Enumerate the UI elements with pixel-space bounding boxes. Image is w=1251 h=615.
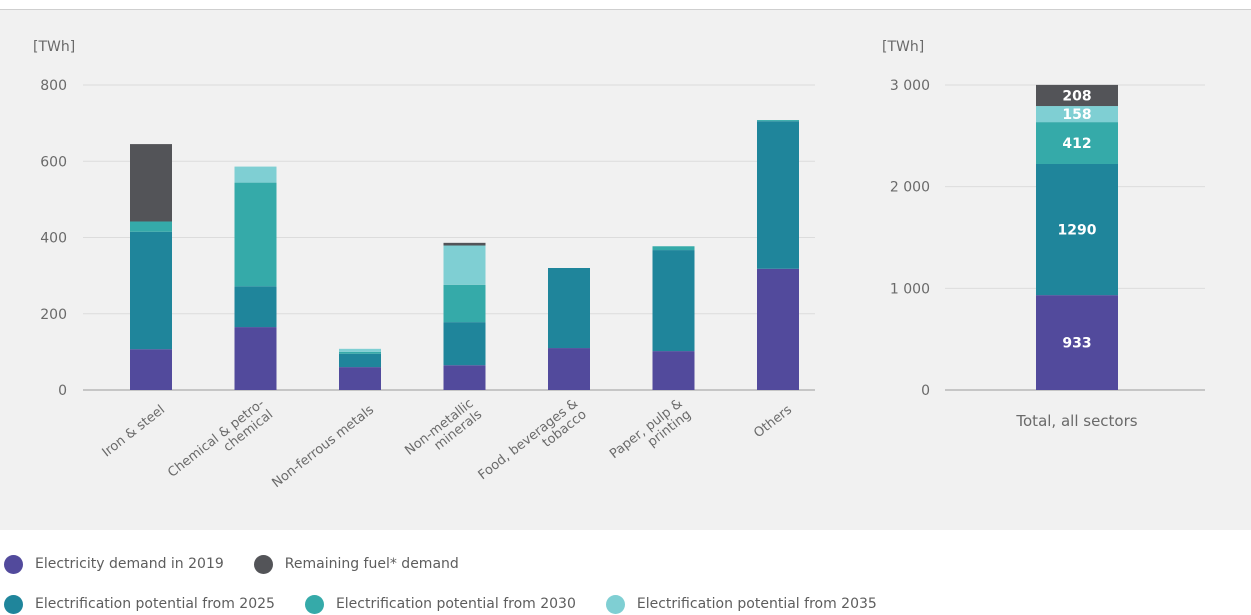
y-tick-label: 0 (58, 383, 67, 399)
category-label: Iron & steel (100, 402, 168, 460)
bar-segment-elec-2030 (443, 284, 486, 323)
legend-row-1: Electricity demand in 2019 Remaining fue… (4, 553, 489, 575)
y-tick-label: 0 (921, 383, 930, 399)
legend-label: Electrification potential from 2035 (636, 596, 877, 612)
legend-label: Remaining fuel* demand (284, 556, 459, 572)
category-label-line: Iron & steel (100, 402, 168, 460)
y-tick-label: 1 000 (890, 281, 930, 297)
bar-segment-elec-2025 (130, 231, 172, 350)
bar-segment-electricity-2019 (1036, 295, 1118, 390)
category-label: Others (751, 402, 795, 441)
y-axis-unit-label: [TWh] (33, 39, 75, 55)
legend-item-elec-2035: Electrification potential from 2035 (605, 594, 877, 614)
bar-segment-electricity-2019 (757, 268, 799, 390)
y-tick-label: 3 000 (890, 78, 930, 94)
y-axis-unit-label: [TWh] (882, 39, 924, 55)
legend-item-elec-2030: Electrification potential from 2030 (304, 594, 576, 614)
category-label: Non-metallicminerals (402, 396, 485, 470)
bar-segment-elec-2025 (1036, 163, 1118, 296)
category-label-line: Food, beverages & (476, 396, 581, 483)
legend-label: Electricity demand in 2019 (35, 556, 224, 572)
bar-segment-elec-2035 (443, 245, 486, 285)
category-label: Total, all sectors (1015, 412, 1137, 430)
bar-segment-elec-2030 (339, 351, 381, 354)
category-label: Non-ferrous metals (270, 402, 378, 491)
bar-segment-electricity-2019 (652, 351, 695, 390)
category-label: Paper, pulp &printing (607, 396, 694, 473)
data-label: 158 (1062, 107, 1091, 123)
legend-swatch-elec-2030 (304, 594, 324, 614)
legend-item-remaining-fuel: Remaining fuel* demand (253, 554, 459, 574)
category-label: Chemical & petro-chemical (165, 396, 276, 492)
category-label-line: Non-ferrous metals (270, 402, 378, 491)
bar-segment-elec-2030 (234, 182, 277, 287)
y-tick-label: 400 (40, 231, 67, 247)
legend-swatch-remaining-fuel (253, 554, 273, 574)
bar-segment-electricity-2019 (339, 367, 381, 390)
bar-segment-elec-2030 (130, 221, 172, 232)
bar-segment-remaining-fuel (443, 242, 486, 246)
bar-segment-remaining-fuel (1036, 84, 1118, 107)
bar-segment-elec-2030 (652, 246, 695, 251)
legend-item-elec-2025: Electrification potential from 2025 (4, 594, 275, 614)
bar-segment-elec-2030 (757, 120, 799, 122)
bar-segment-electricity-2019 (443, 365, 486, 390)
legend-row-2: Electrification potential from 2025 Elec… (4, 593, 907, 615)
y-tick-label: 800 (40, 78, 67, 94)
data-label: 208 (1062, 88, 1091, 104)
bar-segment-electricity-2019 (548, 348, 590, 390)
y-tick-label: 600 (40, 154, 67, 170)
legend-swatch-elec-2025 (4, 594, 23, 614)
legend-swatch-electricity-2019 (4, 554, 23, 574)
bar-segment-elec-2025 (548, 268, 590, 349)
legend-label: Electrification potential from 2025 (35, 596, 275, 612)
bar-segment-remaining-fuel (130, 144, 172, 222)
bar-segment-elec-2035 (234, 166, 277, 183)
bar-segment-electricity-2019 (234, 327, 277, 390)
category-label-line: Others (751, 402, 795, 441)
bar-segment-elec-2025 (339, 353, 381, 368)
bar-segment-electricity-2019 (130, 349, 172, 390)
bar-segment-elec-2025 (234, 286, 277, 328)
bar-segment-elec-2035 (339, 348, 381, 352)
category-label-line: Chemical & petro- (165, 396, 267, 481)
data-label: 412 (1062, 136, 1091, 152)
y-tick-label: 200 (40, 307, 67, 323)
bar-segment-elec-2025 (443, 322, 486, 366)
legend-label: Electrification potential from 2030 (335, 596, 576, 612)
data-label: 933 (1062, 336, 1091, 352)
legend-item-electricity-2019: Electricity demand in 2019 (4, 554, 224, 574)
legend: Electricity demand in 2019 Remaining fue… (0, 553, 1251, 615)
bar-segment-elec-2025 (652, 250, 695, 352)
y-tick-label: 2 000 (890, 180, 930, 196)
bar-segment-elec-2030 (1036, 122, 1118, 164)
bar-segment-elec-2025 (757, 121, 799, 269)
bar-segment-elec-2035 (1036, 106, 1118, 123)
legend-swatch-elec-2035 (605, 594, 625, 614)
category-label: Food, beverages &tobacco (476, 396, 590, 494)
data-label: 1290 (1058, 223, 1097, 239)
chart-panel: [TWh] 0 200 400 600 800 Iron & steel Chemical &… (0, 9, 1251, 530)
